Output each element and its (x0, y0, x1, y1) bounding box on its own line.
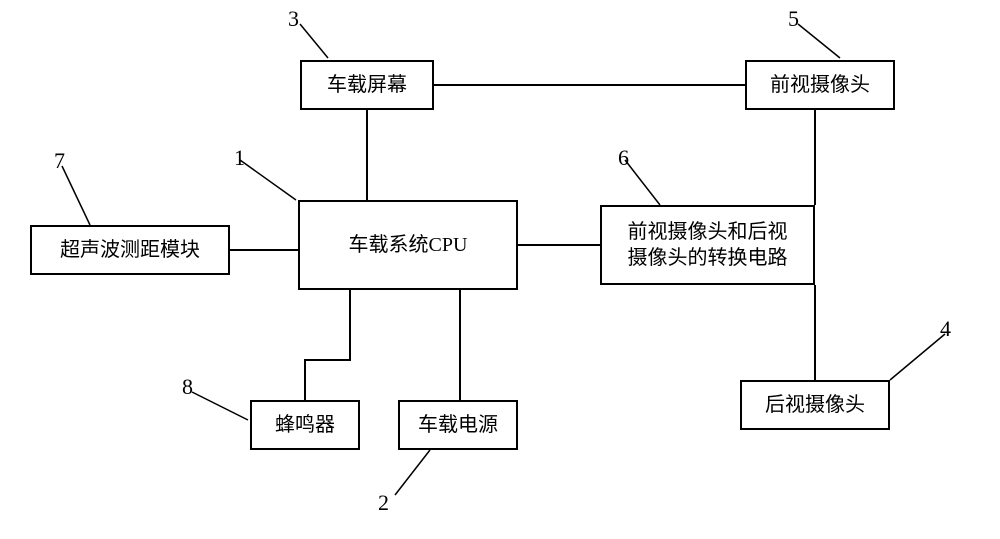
node-text: 蜂鸣器 (275, 412, 335, 438)
node-text: 车载系统CPU (349, 232, 468, 258)
label-buzzer: 8 (182, 374, 193, 400)
node-text: 前视摄像头和后视 摄像头的转换电路 (628, 219, 788, 271)
node-switch: 前视摄像头和后视 摄像头的转换电路 (600, 205, 815, 285)
node-rearcam: 后视摄像头 (740, 380, 890, 430)
node-text: 后视摄像头 (765, 392, 865, 418)
node-text: 前视摄像头 (770, 72, 870, 98)
node-text: 超声波测距模块 (60, 237, 200, 263)
label-switch: 6 (618, 145, 629, 171)
node-power: 车载电源 (398, 400, 518, 450)
diagram-canvas: 车载系统CPU 1 车载电源 2 车载屏幕 3 后视摄像头 4 前视摄像头 5 前视摄像头和后视 摄… (0, 0, 1000, 539)
label-cpu: 1 (234, 145, 245, 171)
node-frontcam: 前视摄像头 (745, 60, 895, 110)
node-ultrasonic: 超声波测距模块 (30, 225, 230, 275)
node-text: 车载电源 (418, 412, 498, 438)
label-frontcam: 5 (788, 6, 799, 32)
node-cpu: 车载系统CPU (298, 200, 518, 290)
label-screen: 3 (288, 6, 299, 32)
label-rearcam: 4 (940, 316, 951, 342)
node-text: 车载屏幕 (327, 72, 407, 98)
node-screen: 车载屏幕 (300, 60, 434, 110)
label-power: 2 (378, 490, 389, 516)
node-buzzer: 蜂鸣器 (250, 400, 360, 450)
label-ultrasonic: 7 (54, 148, 65, 174)
